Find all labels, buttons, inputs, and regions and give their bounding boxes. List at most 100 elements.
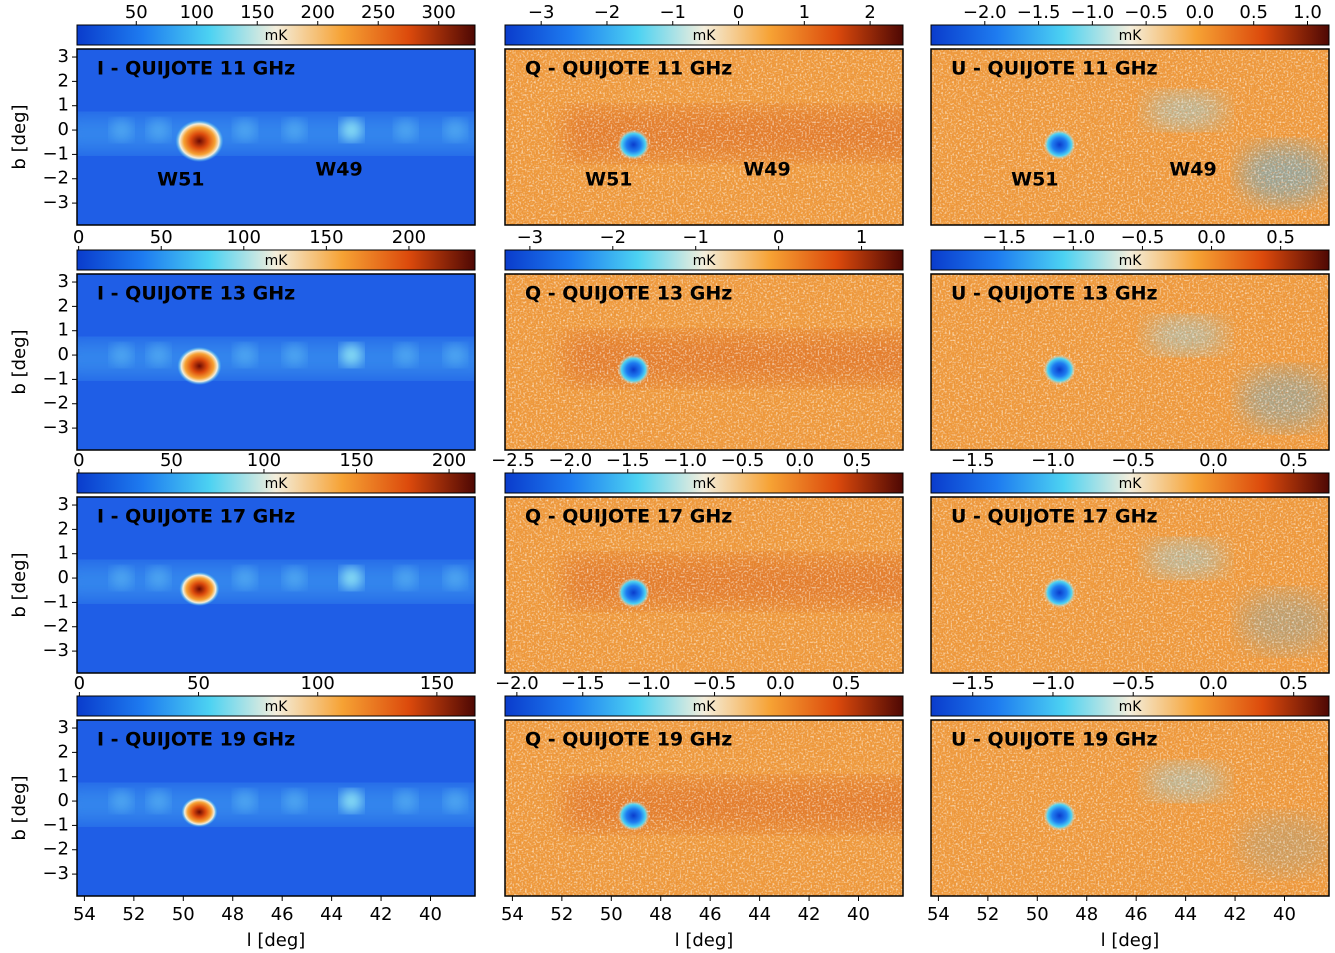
colorbar-tick-label: −1.0	[1051, 227, 1095, 248]
map-frame	[76, 273, 476, 451]
y-tick-label: 3	[58, 46, 69, 67]
colorbar	[76, 249, 476, 271]
x-tick-label: 42	[798, 904, 821, 925]
panel: mK −1.5 −1.0 −0.5 0.0 0.5 U - QUIJOTE 17 GHz	[930, 450, 1330, 674]
map-image	[77, 274, 475, 450]
colorbar-tick-label: 0.0	[1199, 450, 1228, 471]
colorbar-tick-label: −1.0	[627, 673, 671, 694]
colorbar-tick-label: 300	[422, 2, 456, 23]
map-frame	[504, 48, 904, 226]
map-frame	[504, 273, 904, 451]
x-tick-label: 44	[748, 904, 771, 925]
y-tick-label: 0	[58, 790, 69, 811]
x-tick-label: 46	[271, 904, 294, 925]
y-tick-label: 2	[58, 741, 69, 762]
x-tick-label: 52	[122, 904, 145, 925]
colorbar-tick-label: −1.5	[951, 450, 995, 471]
colorbar	[930, 472, 1330, 494]
y-axis-label: b [deg]	[9, 104, 30, 169]
map-frame	[930, 496, 1330, 674]
colorbar-tick-label: 100	[227, 227, 261, 248]
colorbar	[76, 472, 476, 494]
colorbar-label: mK	[265, 28, 289, 44]
panel: mK −3 −2 −1 0 1 2 Q - QUIJOTE 11 GHz W51 W49	[504, 2, 904, 226]
map-image	[931, 720, 1329, 896]
colorbar-tick-label: −1.5	[561, 673, 605, 694]
colorbar-label: mK	[265, 699, 289, 715]
x-tick-label: 48	[1075, 904, 1098, 925]
colorbar-tick-label: −0.5	[1111, 450, 1155, 471]
colorbar-tick-label: 100	[180, 2, 214, 23]
y-tick-label: 2	[58, 518, 69, 539]
colorbar-label: mK	[693, 28, 717, 44]
colorbar-tick-label: 50	[160, 450, 183, 471]
colorbar-label: mK	[265, 253, 289, 269]
x-tick-label: 54	[73, 904, 96, 925]
y-axis-label: b [deg]	[9, 552, 30, 617]
colorbar-label: mK	[1119, 476, 1143, 492]
y-tick-label: −3	[42, 192, 69, 213]
panel-title: I - QUIJOTE 19 GHz	[97, 729, 295, 751]
colorbar	[504, 695, 904, 717]
y-tick-label: −2	[42, 616, 69, 637]
panel-title: U - QUIJOTE 11 GHz	[951, 58, 1158, 80]
panel: mK 50 100 150 200 250 300 I - QUIJOTE 11 GHz W51…	[9, 2, 476, 226]
panel: mK 0 50 100 150 200 I - QUIJOTE 13 GHz −3 −2 −1 0 1…	[9, 227, 476, 451]
y-tick-label: 1	[58, 766, 69, 787]
colorbar-tick-label: −1.0	[663, 450, 707, 471]
colorbar-tick-label: 0.5	[843, 450, 872, 471]
map-frame	[930, 48, 1330, 226]
y-tick-label: −1	[42, 368, 69, 389]
colorbar-tick-label: −2	[600, 227, 627, 248]
panel-title: I - QUIJOTE 17 GHz	[97, 506, 295, 528]
colorbar-tick-label: 0	[73, 227, 84, 248]
colorbar-tick-label: 0.0	[1197, 227, 1226, 248]
x-tick-label: 50	[172, 904, 195, 925]
colorbar-tick-label: 250	[361, 2, 395, 23]
colorbar-tick-label: 0	[773, 227, 784, 248]
x-tick-label: 48	[649, 904, 672, 925]
colorbar-label: mK	[265, 476, 289, 492]
colorbar-tick-label: −1.5	[982, 227, 1026, 248]
colorbar-tick-label: 0	[73, 450, 84, 471]
colorbar-tick-label: 0.0	[785, 450, 814, 471]
colorbar-tick-label: 50	[187, 673, 210, 694]
colorbar-tick-label: 0.5	[832, 673, 861, 694]
panel: mK −2.0 −1.5 −1.0 −0.5 0.0 0.5 1.0 U - QUIJOTE 1…	[930, 2, 1330, 226]
y-tick-label: −2	[42, 839, 69, 860]
colorbar-tick-label: 0.5	[1279, 673, 1308, 694]
panel-title: I - QUIJOTE 11 GHz	[97, 58, 295, 80]
x-tick-label: 54	[927, 904, 950, 925]
colorbar-tick-label: 150	[420, 673, 454, 694]
panel: mK −1.5 −1.0 −0.5 0.0 0.5 U - QUIJOTE 13 GHz	[930, 227, 1330, 451]
colorbar-tick-label: 1	[799, 2, 810, 23]
map-frame	[76, 48, 476, 226]
annotation: W49	[743, 159, 790, 181]
colorbar-tick-label: −2.5	[491, 450, 535, 471]
x-tick-label: 42	[370, 904, 393, 925]
colorbar-tick-label: 0.5	[1279, 450, 1308, 471]
colorbar	[76, 24, 476, 46]
colorbar-tick-label: −0.5	[1121, 227, 1165, 248]
annotation: W51	[1011, 169, 1058, 191]
y-tick-label: −2	[42, 168, 69, 189]
y-tick-label: −2	[42, 393, 69, 414]
colorbar	[504, 24, 904, 46]
x-tick-label: 50	[1026, 904, 1049, 925]
y-axis-label: b [deg]	[9, 329, 30, 394]
x-tick-label: 44	[1174, 904, 1197, 925]
colorbar-tick-label: 0.5	[1266, 227, 1295, 248]
panel: mK −2.5 −2.0 −1.5 −1.0 −0.5 0.0 0.5 Q - QUIJOTE …	[491, 450, 904, 674]
y-tick-label: −3	[42, 640, 69, 661]
y-tick-label: −1	[42, 591, 69, 612]
panel-title: Q - QUIJOTE 19 GHz	[525, 729, 732, 751]
map-frame	[76, 719, 476, 897]
map-image	[505, 720, 903, 896]
map-frame	[930, 273, 1330, 451]
map-image	[505, 497, 903, 673]
colorbar-tick-label: 0	[733, 2, 744, 23]
colorbar-tick-label: −1.0	[1070, 2, 1114, 23]
colorbar-tick-label: 0.0	[1199, 673, 1228, 694]
y-tick-label: −3	[42, 417, 69, 438]
map-frame	[504, 719, 904, 897]
